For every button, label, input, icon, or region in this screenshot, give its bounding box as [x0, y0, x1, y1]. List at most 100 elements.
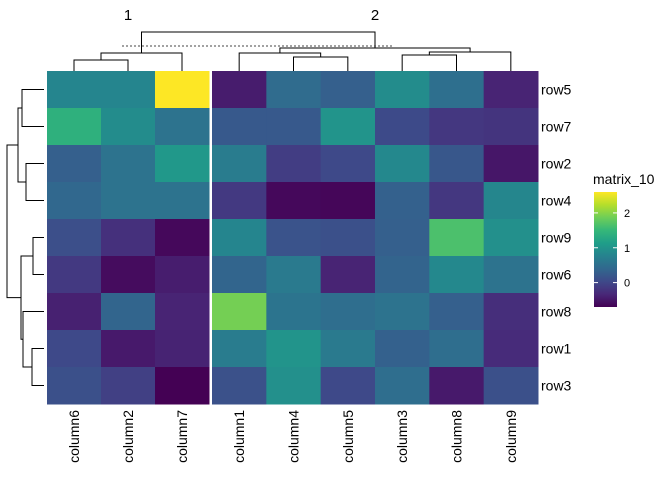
heatmap-cell: [375, 182, 430, 220]
heatmap-cell: [429, 182, 485, 220]
heatmap-cell: [375, 367, 430, 405]
column-label: column9: [503, 410, 519, 463]
heatmap-cell: [212, 330, 267, 368]
dendrogram-branch: [100, 52, 183, 71]
heatmap-cell: [212, 182, 267, 220]
heatmap-cell: [266, 367, 322, 405]
heatmap-cell: [320, 71, 376, 109]
heatmap-cell: [47, 367, 102, 405]
heatmap-cell: [155, 219, 210, 257]
heatmap-cell: [429, 367, 485, 405]
heatmap-cell: [320, 108, 376, 146]
heatmap-cell: [101, 330, 156, 368]
heatmap-cell: [320, 293, 376, 331]
heatmap-cell: [375, 219, 430, 257]
column-label: column1: [231, 410, 247, 463]
heatmap-cell: [320, 367, 376, 405]
row-label: row5: [541, 82, 572, 98]
heatmap-cell: [429, 256, 485, 294]
dendrogram-branch: [32, 237, 44, 275]
row-label: row8: [541, 304, 572, 320]
heatmap-cell: [429, 108, 485, 146]
heatmap-cell: [266, 182, 322, 220]
heatmap-cell: [155, 330, 210, 368]
heatmap-cell: [212, 145, 267, 183]
heatmap-cell: [375, 330, 430, 368]
row-label: row2: [541, 156, 572, 172]
legend-tick-label: 1: [624, 243, 630, 255]
row-label: row7: [541, 119, 572, 135]
dendrogram-branch: [141, 31, 376, 53]
heatmap-cell: [320, 256, 376, 294]
column-dendrogram: [73, 31, 512, 71]
heatmap-cell: [155, 367, 210, 405]
heatmap-cell: [429, 330, 485, 368]
heatmap-cell: [483, 182, 539, 220]
heatmap-cell: [266, 219, 322, 257]
heatmap-cell: [266, 108, 322, 146]
heatmap-cell: [101, 182, 156, 220]
heatmap-cell: [429, 219, 485, 257]
heatmap-cell: [375, 145, 430, 183]
heatmap-cell: [375, 108, 430, 146]
heatmap-cell: [320, 182, 376, 220]
heatmap-cell: [375, 71, 430, 109]
heatmap-cell: [212, 219, 267, 257]
heatmap-cell: [212, 108, 267, 146]
heatmap-cell: [212, 71, 267, 109]
row-label: row9: [541, 230, 572, 246]
heatmap-cell: [47, 108, 102, 146]
dendrogram-branch: [238, 52, 322, 71]
heatmap-cell: [155, 293, 210, 331]
dendrogram-branch: [31, 348, 44, 386]
dendrogram-branch: [6, 144, 21, 299]
heatmap-cell: [47, 256, 102, 294]
column-slice-title: 2: [371, 7, 379, 24]
heatmap-cell: [320, 145, 376, 183]
row-label: row4: [541, 193, 572, 209]
legend-colorbar: [594, 192, 617, 307]
column-label: column7: [174, 410, 190, 463]
heatmap-cell: [212, 293, 267, 331]
column-label: column8: [449, 410, 465, 463]
heatmap-cell: [483, 108, 539, 146]
heatmap-cell: [429, 145, 485, 183]
column-label: column4: [286, 410, 302, 463]
heatmap-cell: [101, 256, 156, 294]
heatmap-cell: [155, 182, 210, 220]
heatmap-cell: [47, 145, 102, 183]
heatmap-cell: [47, 330, 102, 368]
legend-tick-label: 2: [624, 208, 630, 220]
heatmap-cell: [320, 330, 376, 368]
heatmap-cell: [483, 71, 539, 109]
heatmap-cell: [101, 108, 156, 146]
heatmap-cell: [266, 256, 322, 294]
dendrogram-branch: [401, 54, 457, 71]
heatmap-cell: [155, 145, 210, 183]
column-label: column3: [394, 410, 410, 463]
heatmap-cell: [429, 293, 485, 331]
column-label: column2: [120, 410, 136, 463]
legend-tick-label: 0: [624, 278, 630, 290]
heatmap-cell: [47, 182, 102, 220]
heatmap-cell: [47, 71, 102, 109]
heatmap-cell: [101, 145, 156, 183]
heatmap-cell: [483, 367, 539, 405]
column-slice-title: 1: [124, 7, 132, 24]
heatmap-cell: [483, 145, 539, 183]
heatmap-cell: [266, 145, 322, 183]
row-dendrogram: [6, 89, 44, 386]
dendrogram-branch: [21, 89, 44, 127]
heatmap-cell: [47, 219, 102, 257]
heatmap-cell: [101, 71, 156, 109]
heatmap-cell: [155, 108, 210, 146]
heatmap-cell: [483, 330, 539, 368]
heatmap-cell: [429, 71, 485, 109]
heatmap-cell: [101, 293, 156, 331]
heatmap-cell: [483, 293, 539, 331]
heatmap-cell: [101, 219, 156, 257]
heatmap-cell: [375, 293, 430, 331]
heatmap-cell: [155, 256, 210, 294]
row-label: row1: [541, 341, 572, 357]
